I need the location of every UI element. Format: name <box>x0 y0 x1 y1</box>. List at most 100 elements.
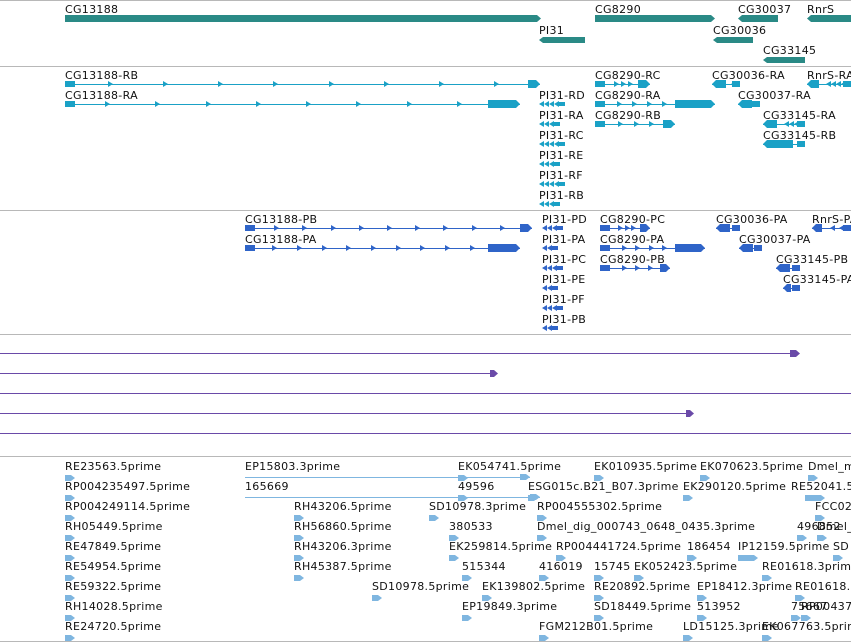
exon-block[interactable] <box>712 80 726 88</box>
exon-block[interactable] <box>559 102 565 106</box>
exon-block[interactable] <box>559 142 565 146</box>
est-glyph[interactable] <box>65 555 75 561</box>
est-glyph[interactable] <box>294 535 304 541</box>
exon-block[interactable] <box>640 224 650 232</box>
est-glyph[interactable] <box>449 535 459 541</box>
exon-block[interactable] <box>488 100 520 108</box>
gene-glyph[interactable] <box>763 57 805 63</box>
gene-glyph[interactable] <box>807 15 851 22</box>
est-glyph[interactable] <box>537 515 547 521</box>
exon-block[interactable] <box>557 306 563 310</box>
est-glyph[interactable] <box>539 575 549 581</box>
exon-block[interactable] <box>552 326 558 330</box>
exon-block[interactable] <box>554 122 560 126</box>
est-glyph[interactable] <box>697 595 707 601</box>
exon-block[interactable] <box>552 246 558 250</box>
est-glyph[interactable] <box>700 475 710 481</box>
exon-block[interactable] <box>763 120 777 128</box>
est-glyph[interactable] <box>683 495 693 501</box>
exon-block[interactable] <box>812 224 822 232</box>
est-glyph[interactable] <box>795 595 805 601</box>
est-glyph[interactable] <box>833 555 843 561</box>
exon-block[interactable] <box>557 266 563 270</box>
exon-block[interactable] <box>792 265 800 271</box>
exon-block[interactable] <box>675 244 705 252</box>
exon-block[interactable] <box>675 100 715 108</box>
exon-block[interactable] <box>638 80 650 88</box>
est-glyph[interactable] <box>294 555 304 561</box>
exon-block[interactable] <box>763 140 793 148</box>
exon-block[interactable] <box>245 225 255 231</box>
est-glyph[interactable] <box>482 595 492 601</box>
exon-block[interactable] <box>752 101 760 107</box>
exon-block[interactable] <box>797 121 805 127</box>
exon-block[interactable] <box>843 81 851 87</box>
est-glyph[interactable] <box>537 535 547 541</box>
est-glyph[interactable] <box>805 495 825 501</box>
exon-block[interactable] <box>754 245 762 251</box>
est-glyph[interactable] <box>294 575 304 581</box>
exon-block[interactable] <box>738 100 752 108</box>
exon-block[interactable] <box>716 224 730 232</box>
est-glyph[interactable] <box>458 495 468 501</box>
est-glyph[interactable] <box>65 635 75 641</box>
est-glyph[interactable] <box>294 515 304 521</box>
est-glyph[interactable] <box>449 555 459 561</box>
exon-block[interactable] <box>807 80 819 88</box>
est-glyph[interactable] <box>65 515 75 521</box>
exon-block[interactable] <box>732 81 740 87</box>
exon-block[interactable] <box>488 244 520 252</box>
est-glyph[interactable] <box>817 535 827 541</box>
est-glyph[interactable] <box>687 555 697 561</box>
exon-block[interactable] <box>595 81 605 87</box>
est-glyph[interactable] <box>520 474 530 480</box>
est-glyph[interactable] <box>815 515 825 521</box>
alignment-end[interactable] <box>490 370 498 377</box>
exon-block[interactable] <box>559 182 565 186</box>
exon-block[interactable] <box>557 226 563 230</box>
exon-block[interactable] <box>595 101 605 107</box>
est-glyph[interactable] <box>594 575 604 581</box>
est-glyph[interactable] <box>458 475 468 481</box>
est-glyph[interactable] <box>762 575 772 581</box>
exon-block[interactable] <box>732 225 740 231</box>
est-glyph[interactable] <box>65 615 75 621</box>
exon-block[interactable] <box>600 265 610 271</box>
gene-glyph[interactable] <box>738 15 778 22</box>
exon-block[interactable] <box>843 225 851 231</box>
alignment-end[interactable] <box>790 350 800 357</box>
exon-block[interactable] <box>792 285 800 291</box>
est-glyph[interactable] <box>65 535 75 541</box>
est-glyph[interactable] <box>65 595 75 601</box>
est-glyph[interactable] <box>539 635 549 641</box>
est-glyph[interactable] <box>556 555 566 561</box>
exon-block[interactable] <box>783 284 791 292</box>
gene-glyph[interactable] <box>65 15 541 22</box>
est-glyph[interactable] <box>462 615 472 621</box>
exon-block[interactable] <box>663 120 675 128</box>
exon-block[interactable] <box>739 244 753 252</box>
est-glyph[interactable] <box>697 615 707 621</box>
exon-block[interactable] <box>600 245 610 251</box>
est-glyph[interactable] <box>462 575 472 581</box>
est-glyph[interactable] <box>797 535 807 541</box>
exon-block[interactable] <box>600 225 610 231</box>
est-glyph[interactable] <box>801 615 811 621</box>
exon-block[interactable] <box>660 264 670 272</box>
exon-block[interactable] <box>595 121 605 127</box>
exon-block[interactable] <box>528 80 540 88</box>
est-glyph[interactable] <box>372 595 382 601</box>
alignment-end[interactable] <box>686 410 694 417</box>
exon-block[interactable] <box>797 141 805 147</box>
exon-block[interactable] <box>554 202 560 206</box>
est-glyph[interactable] <box>65 575 75 581</box>
gene-glyph[interactable] <box>539 37 585 43</box>
gene-glyph[interactable] <box>595 15 715 22</box>
est-glyph[interactable] <box>634 575 644 581</box>
exon-block[interactable] <box>520 224 532 232</box>
exon-block[interactable] <box>552 286 558 290</box>
exon-block[interactable] <box>245 245 255 251</box>
est-glyph[interactable] <box>594 595 604 601</box>
est-glyph[interactable] <box>683 635 693 641</box>
